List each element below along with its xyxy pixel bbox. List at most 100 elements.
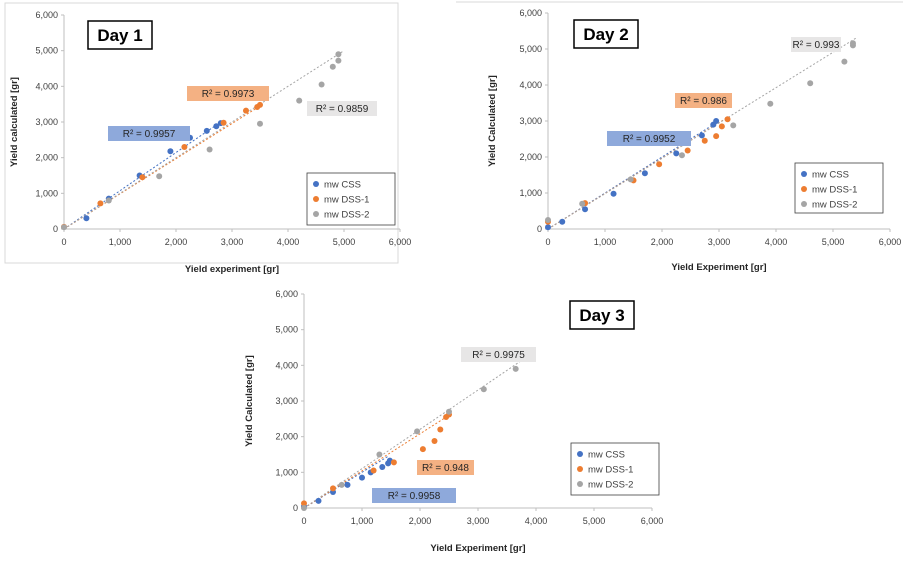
data-point (61, 224, 67, 231)
x-tick-label: 3,000 (708, 237, 731, 247)
r2-label: R² = 0.9975 (472, 350, 525, 361)
data-point (335, 57, 342, 64)
x-tick-label: 0 (545, 237, 550, 247)
data-point (807, 80, 814, 87)
r2-label: R² = 0.9957 (123, 129, 176, 140)
y-tick-label: 6,000 (275, 289, 298, 299)
r2-label-bg (307, 101, 377, 116)
data-point (512, 365, 519, 372)
data-point (105, 197, 112, 204)
trendline-0 (63, 121, 222, 230)
data-point (641, 170, 648, 177)
chart-title: Day 3 (579, 306, 624, 325)
x-tick-label: 1,000 (351, 516, 374, 526)
x-tick-label: 0 (301, 516, 306, 526)
data-point (329, 63, 336, 70)
data-point (431, 437, 438, 444)
chart-title-box (573, 19, 639, 49)
r2-label: R² = 0.9952 (623, 134, 676, 145)
data-point (296, 97, 303, 104)
x-tick-label: 6,000 (389, 237, 412, 247)
legend-marker (577, 466, 583, 472)
y-tick-label: 3,000 (35, 117, 58, 127)
data-point (257, 120, 263, 127)
x-tick-label: 6,000 (879, 237, 902, 247)
y-tick-label: 6,000 (519, 8, 542, 18)
x-tick-label: 4,000 (765, 237, 788, 247)
y-tick-label: 2,000 (35, 153, 58, 163)
chart-area-border (4, 2, 399, 264)
legend-entry: mw CSS (812, 170, 849, 181)
legend-entry: mw DSS-1 (812, 185, 857, 196)
x-tick-label: 2,000 (409, 516, 432, 526)
data-point (344, 481, 351, 488)
legend-marker (801, 201, 807, 207)
trendline-1 (63, 105, 261, 230)
legend-marker (577, 481, 583, 487)
r2-label: R² = 0.9859 (316, 104, 369, 115)
data-point (480, 386, 487, 393)
r2-label: R² = 0.9973 (202, 89, 255, 100)
y-tick-label: 2,000 (519, 152, 542, 162)
data-point (379, 463, 386, 470)
data-point (684, 147, 691, 154)
data-point (656, 161, 663, 168)
x-tick-label: 5,000 (822, 237, 845, 247)
y-tick-label: 3,000 (275, 396, 298, 406)
data-point (97, 200, 104, 207)
data-point (338, 481, 345, 488)
data-point (718, 123, 725, 130)
data-point (156, 173, 163, 180)
legend-entry: mw CSS (324, 180, 361, 191)
data-point (678, 152, 685, 159)
r2-label-bg (417, 460, 474, 475)
legend-box (306, 172, 396, 226)
chart-title-box (569, 300, 635, 330)
r2-label-bg (675, 93, 732, 108)
r2-label: R² = 0.993 (793, 40, 840, 51)
data-point (673, 150, 680, 157)
y-tick-label: 4,000 (275, 360, 298, 370)
y-tick-label: 5,000 (275, 325, 298, 335)
x-tick-label: 2,000 (165, 237, 188, 247)
y-tick-label: 1,000 (35, 188, 58, 198)
legend-entry: mw CSS (588, 450, 625, 461)
legend-entry: mw DSS-1 (324, 195, 369, 206)
r2-label-bg (791, 37, 841, 52)
data-point (370, 467, 377, 474)
data-point (730, 122, 737, 129)
data-point (167, 148, 174, 155)
legend-marker (801, 186, 807, 192)
legend-marker (577, 451, 583, 457)
y-tick-label: 4,000 (519, 80, 542, 90)
data-point (579, 200, 586, 207)
x-tick-label: 5,000 (333, 237, 356, 247)
data-point (701, 137, 708, 144)
data-point (206, 146, 213, 153)
legend-entry: mw DSS-2 (588, 480, 633, 491)
legend-marker (801, 171, 807, 177)
data-point (376, 451, 383, 458)
x-tick-label: 4,000 (277, 237, 300, 247)
data-point (139, 174, 146, 181)
data-point (545, 217, 551, 223)
r2-label: R² = 0.948 (422, 463, 469, 474)
chart-title: Day 2 (583, 25, 628, 44)
legend-entry: mw DSS-2 (812, 200, 857, 211)
y-tick-label: 0 (53, 224, 58, 234)
x-axis-title: Yield Experiment [gr] (430, 543, 525, 554)
y-tick-label: 6,000 (35, 10, 58, 20)
legend-marker (313, 181, 319, 187)
x-tick-label: 3,000 (467, 516, 490, 526)
data-point (220, 119, 227, 126)
r2-label-bg (607, 131, 691, 146)
data-point (257, 101, 263, 108)
y-tick-label: 1,000 (275, 467, 298, 477)
data-point (414, 428, 421, 435)
data-point (390, 459, 397, 466)
legend-box (794, 162, 884, 214)
x-tick-label: 1,000 (109, 237, 132, 247)
data-point (841, 58, 848, 65)
x-tick-label: 4,000 (525, 516, 548, 526)
